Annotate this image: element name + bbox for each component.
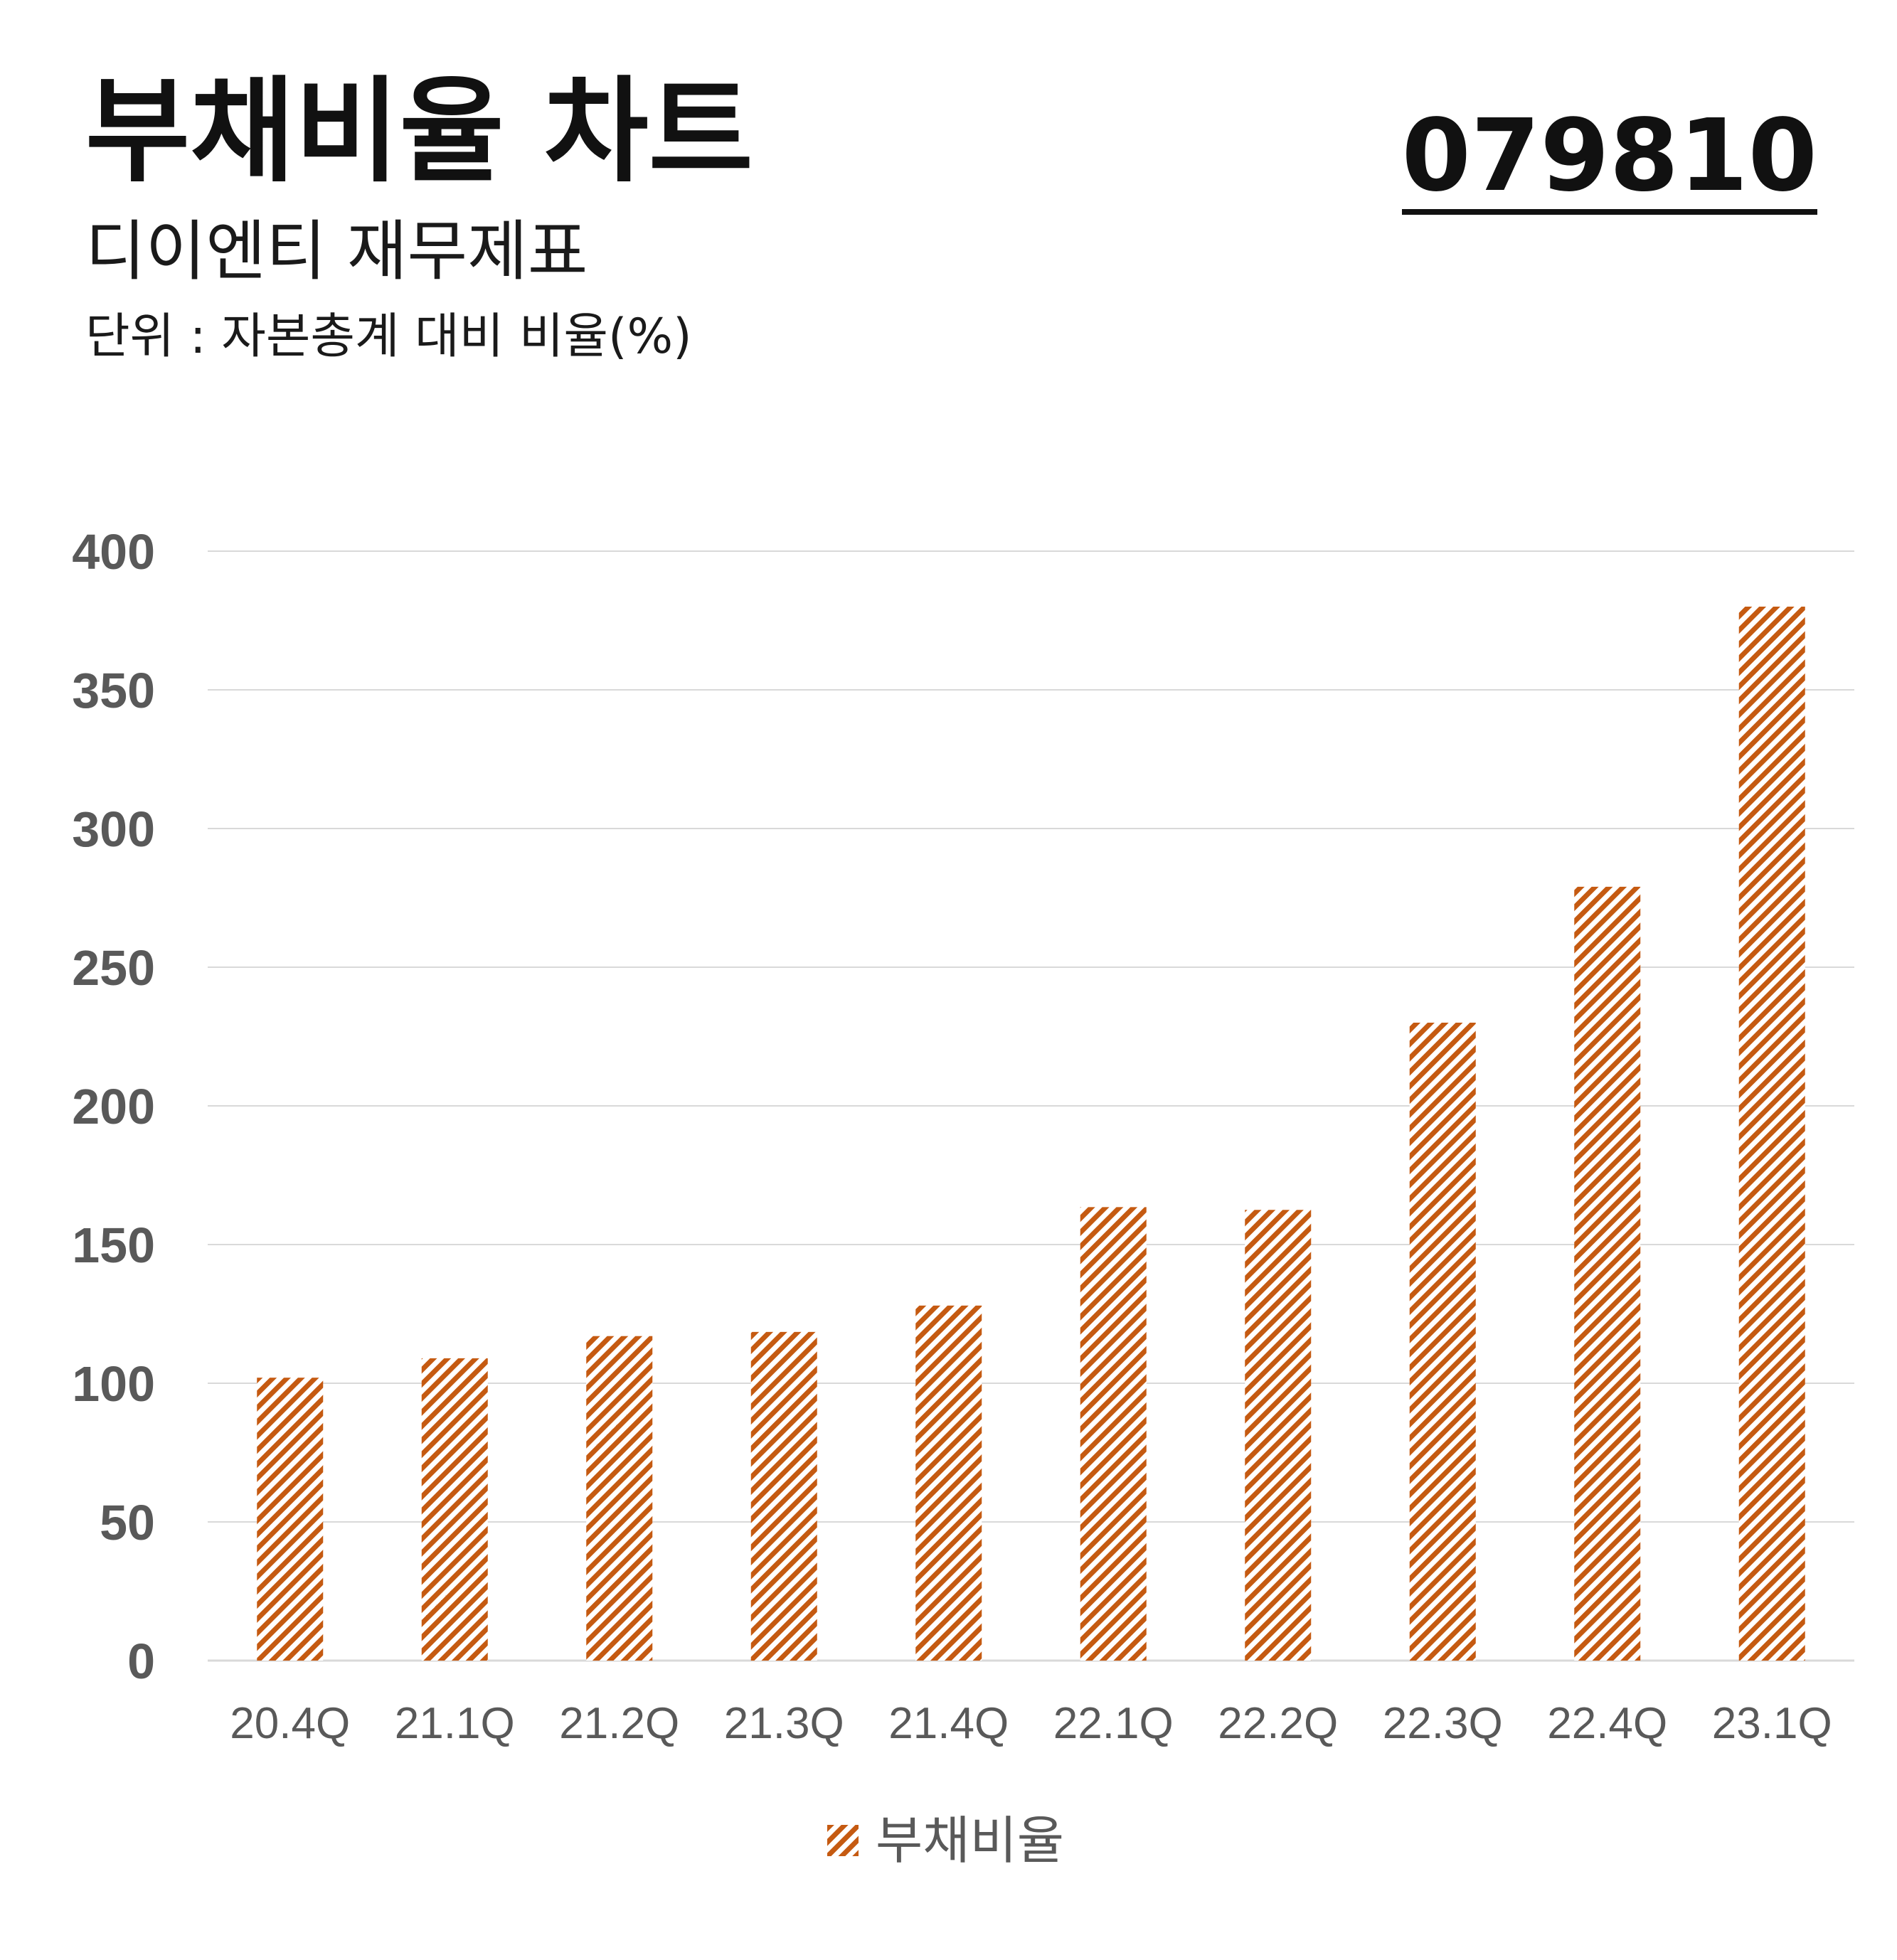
bar [1574, 886, 1641, 1661]
x-tick-label: 21.1Q [395, 1699, 515, 1748]
bar [586, 1336, 653, 1661]
y-tick-label: 200 [72, 1079, 155, 1134]
y-tick-label: 350 [72, 663, 155, 718]
bar [1409, 1023, 1476, 1661]
y-axis-ticks: 0 50 100 150 200 250 300 350 400 [72, 524, 155, 1689]
x-tick-label: 21.4Q [888, 1699, 1009, 1748]
x-tick-label: 21.3Q [724, 1699, 844, 1748]
x-tick-label: 20.4Q [230, 1699, 350, 1748]
legend-label: 부채비율 [876, 1811, 1064, 1870]
y-tick-label: 150 [72, 1218, 155, 1273]
x-tick-label: 22.2Q [1218, 1699, 1338, 1748]
bars [257, 607, 1805, 1661]
legend-swatch [827, 1825, 859, 1856]
x-axis-ticks: 20.4Q 21.1Q 21.2Q 21.3Q 21.4Q 22.1Q 22.2Q 22.3Q… [230, 1699, 1832, 1748]
stock-code: 079810 [1401, 98, 1817, 215]
chart-title: 부채비율 차트 [85, 65, 753, 198]
bar [915, 1305, 982, 1661]
y-tick-label: 50 [100, 1495, 155, 1550]
x-tick-label: 22.1Q [1053, 1699, 1174, 1748]
y-tick-label: 300 [72, 801, 155, 857]
bar [1245, 1210, 1312, 1661]
y-tick-label: 100 [72, 1356, 155, 1412]
y-tick-label: 0 [127, 1634, 155, 1689]
legend: 부채비율 [827, 1815, 1064, 1866]
x-tick-label: 22.4Q [1547, 1699, 1667, 1748]
x-tick-label: 21.2Q [559, 1699, 679, 1748]
unit-label: 단위 : 자본총계 대비 비율(%) [85, 309, 692, 365]
bar [421, 1358, 488, 1661]
bar [750, 1331, 817, 1661]
chart-subtitle: 디이엔티 재무제표 [85, 213, 588, 289]
bar [257, 1378, 324, 1661]
x-tick-label: 23.1Q [1712, 1699, 1832, 1748]
x-tick-label: 22.3Q [1383, 1699, 1503, 1748]
y-tick-label: 400 [72, 524, 155, 580]
bar [1080, 1207, 1147, 1661]
y-tick-label: 250 [72, 940, 155, 996]
bar [1738, 607, 1805, 1661]
